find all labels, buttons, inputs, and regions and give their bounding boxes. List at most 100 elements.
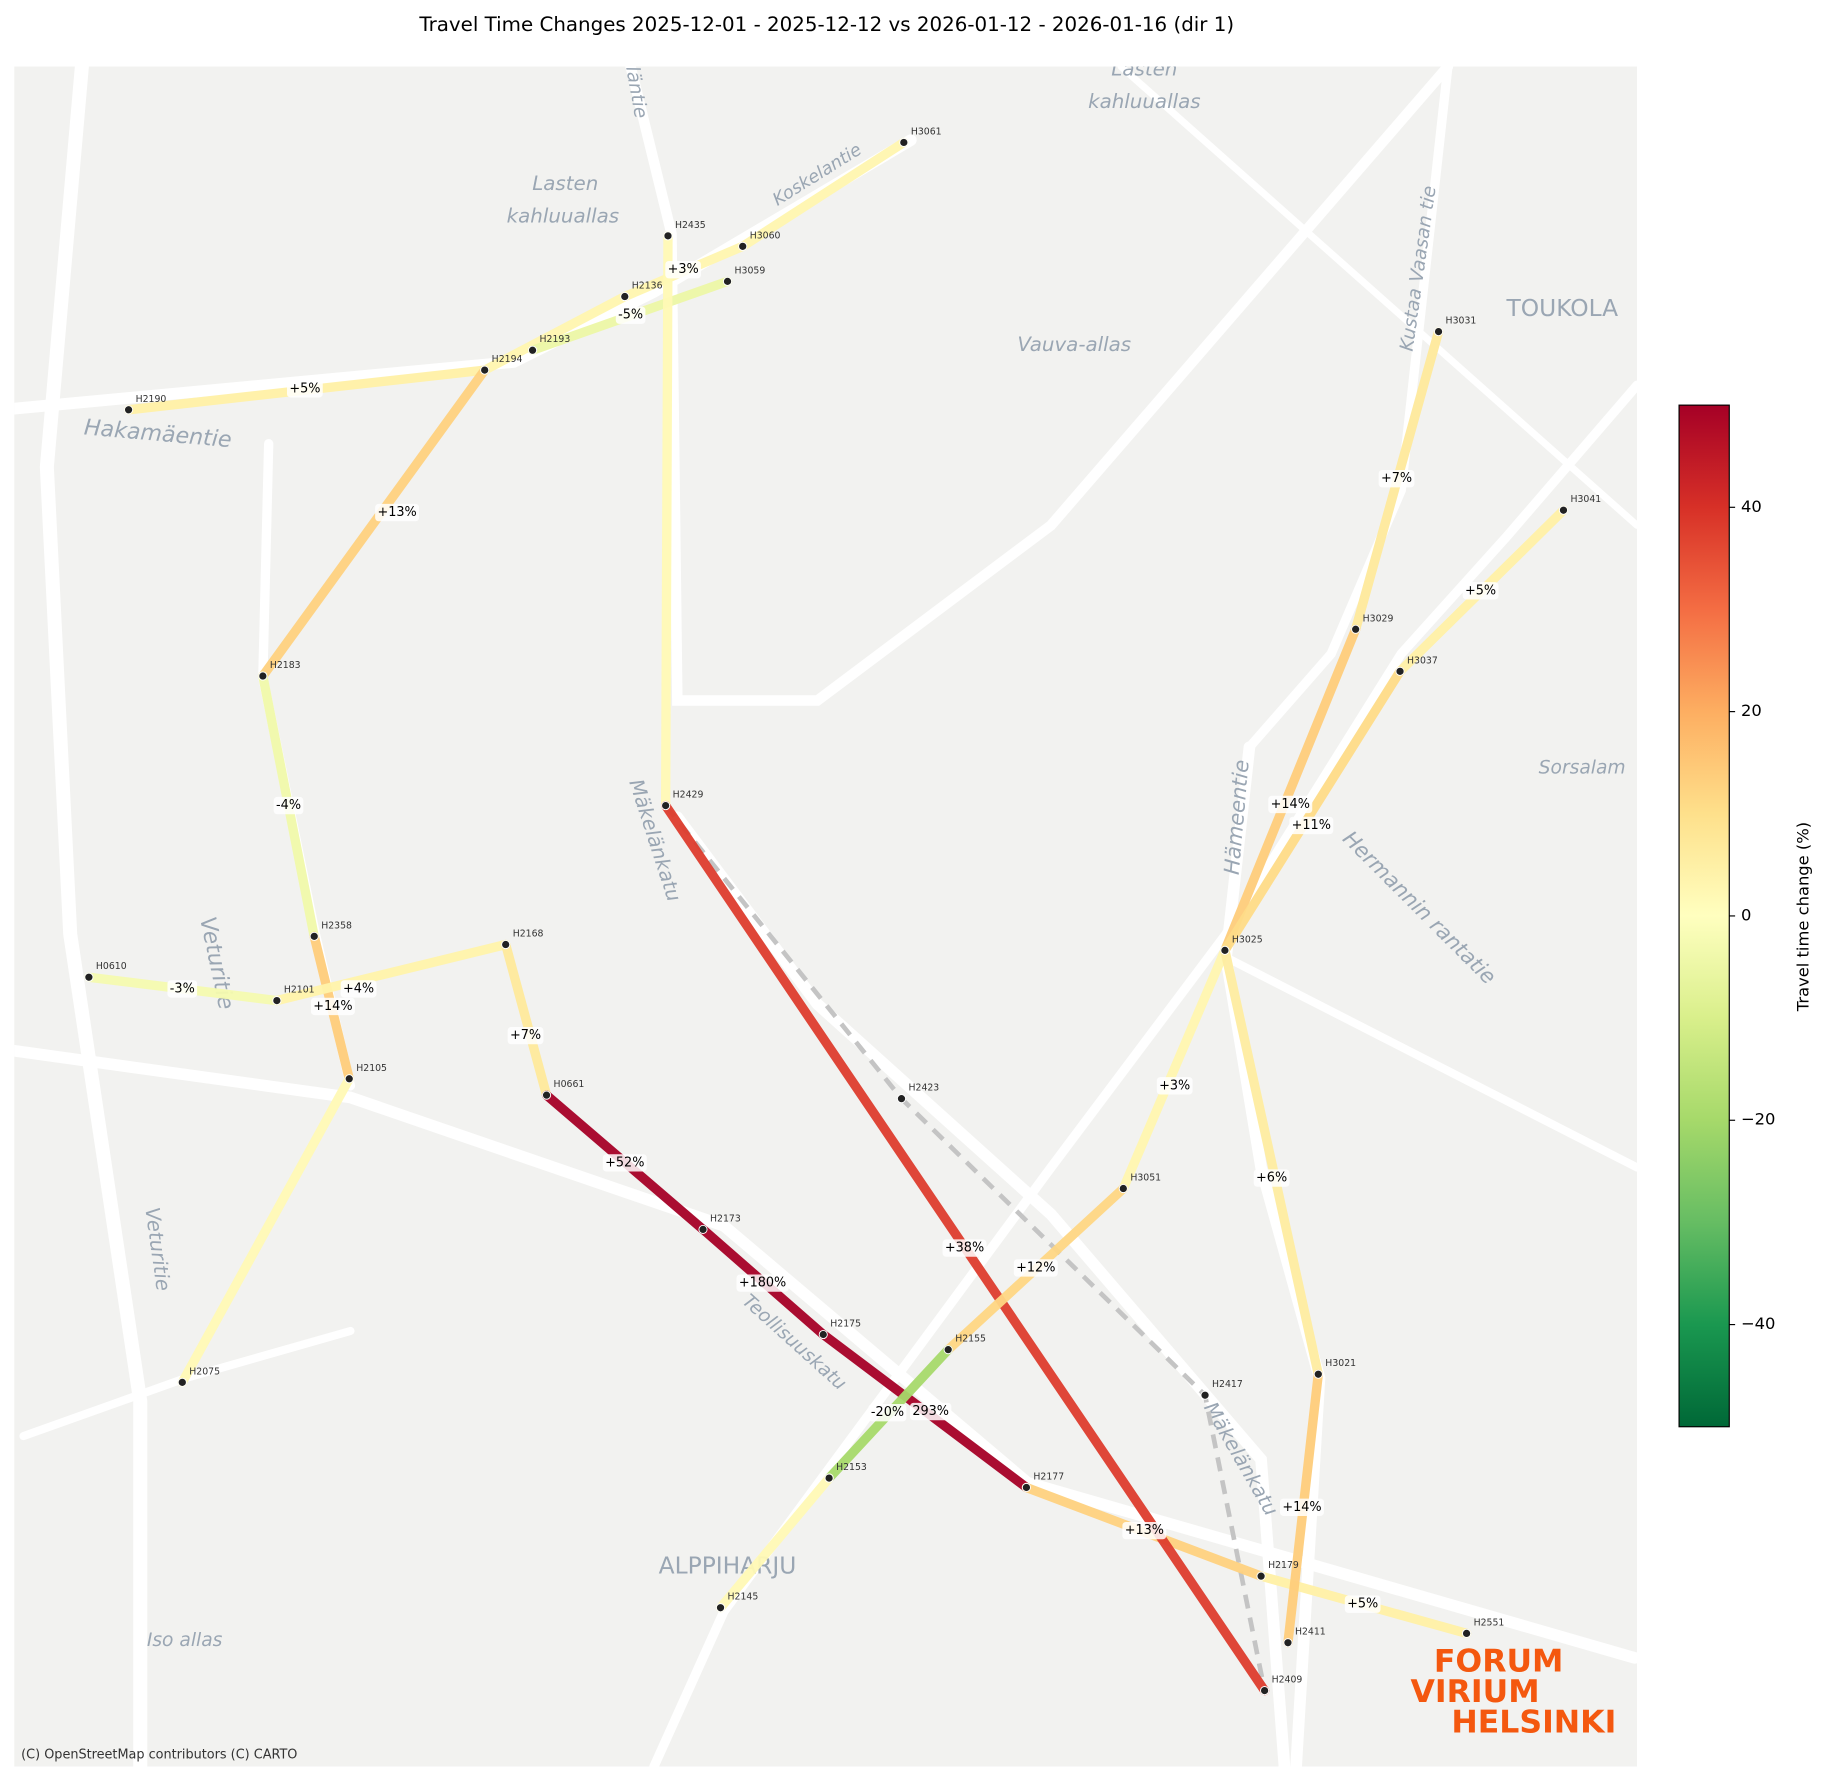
road [625,66,1454,706]
roads [14,66,1638,1767]
stop [1260,1686,1270,1696]
logo-line: FORUM [1434,1644,1564,1680]
stop [84,972,94,982]
stop-label: H3029 [1363,613,1394,624]
stop [124,405,134,415]
stop-label: H3031 [1446,316,1477,327]
stop-label: H2411 [1295,1627,1326,1638]
label-background [1268,795,1313,814]
stop [899,137,909,147]
route-segment [258,365,490,681]
logo-line: VIRIUM [1411,1674,1540,1710]
stop-label: H3025 [1232,934,1263,945]
segment-label: +52% [605,1155,644,1170]
stop-label: H3037 [1407,655,1438,666]
colorbar-scale [1678,404,1730,1428]
road [14,1044,1638,1664]
segment-label: +11% [1292,818,1331,833]
segment-label: +13% [377,505,416,520]
stop-label: H2409 [1272,1675,1303,1686]
label-background [286,380,323,398]
place-label: Lasten [532,172,598,195]
segment-label: +14% [313,999,352,1014]
stop-label: H3060 [750,230,781,241]
stop-label: H2435 [675,220,706,231]
stop-label: H2145 [728,1592,759,1603]
stops: H3061 H2435 H3060 H3059 H2136 H2193 H2194 H2190… [84,126,1601,1696]
stop [480,365,490,375]
place-label: Lasten [1111,58,1177,81]
label-background [273,796,304,815]
stop [1200,1390,1210,1400]
place-label: Vauva-allas [1017,333,1131,356]
logo-line: HELSINKI [1451,1704,1616,1740]
map-background [14,66,1638,1767]
stop-label: H2423 [908,1083,939,1094]
route-segment [1118,945,1230,1194]
route-segment [660,231,673,811]
route-segment [272,939,511,1006]
stop-label: H3061 [911,126,942,137]
segment-label: -5% [618,308,643,323]
label-background [167,980,198,998]
stop [258,671,268,681]
stop-label: H2183 [270,660,301,671]
route-segment [177,1074,354,1388]
colorbar-tick-label: −40 [1741,1314,1775,1333]
route-segment [1220,666,1405,956]
segment-label: +5% [1347,1597,1378,1612]
stop [661,801,671,811]
label-background [1462,582,1499,600]
segment-label: +180% [739,1276,786,1291]
segment-label: +14% [1271,797,1310,812]
stop [698,1224,708,1234]
stop-label: H3041 [1570,494,1601,505]
label-background [1279,1498,1324,1516]
stop [663,231,673,241]
stop-label: H0661 [554,1079,585,1090]
label-background [909,1402,952,1421]
segment-label: +12% [1016,1260,1055,1275]
stop-label: H3021 [1325,1358,1356,1369]
stop [818,1329,828,1340]
place-label: TOUKOLA [1505,294,1618,322]
stop-label: H2136 [632,281,663,292]
segment-label: 293% [912,1404,949,1419]
label-background [602,1154,647,1172]
label-background [340,980,377,998]
stop [738,241,748,251]
stop [309,931,319,941]
segment-label: +3% [668,262,699,277]
road [1221,953,1638,1172]
segment-label: +3% [1159,1078,1190,1093]
stop [620,292,630,302]
label-background [615,306,646,324]
stop [896,1094,907,1104]
colorbar-tick-label: −20 [1741,1110,1775,1129]
title: Travel Time Changes 2025-12-01 - 2025-12… [418,13,1234,36]
label-background [1378,470,1415,488]
road [671,811,1291,1767]
stop-label: H2153 [836,1462,867,1473]
stop-label: H3059 [735,265,766,276]
stop-label: H2168 [513,929,544,940]
label-background [1156,1077,1193,1095]
place-label: kahluuallas [507,205,620,228]
road [649,380,1638,1767]
stop [1558,505,1569,515]
stop-label: H2193 [540,334,571,345]
stop-label: H2551 [1474,1617,1505,1628]
stop [501,939,511,950]
stop-label: H2155 [955,1334,986,1345]
logo: FORUM VIRIUM HELSINKI [1411,1644,1617,1741]
label-background [1344,1595,1381,1613]
stop-label: H2417 [1212,1379,1243,1390]
stop [1351,624,1361,634]
stop-label: H2429 [673,790,704,801]
segment-label: +5% [289,381,320,396]
label-background [375,503,420,522]
stop-label: H2075 [189,1366,220,1377]
road [39,66,148,1767]
